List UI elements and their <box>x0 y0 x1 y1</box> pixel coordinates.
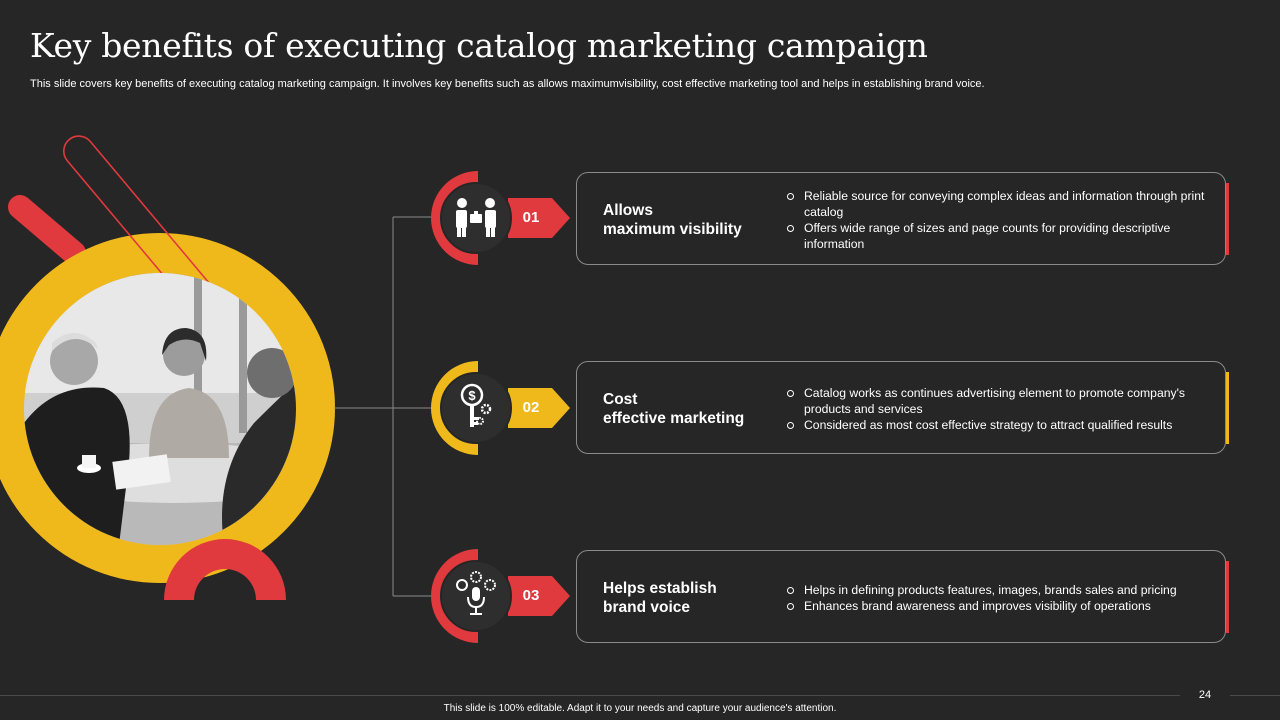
decorative-shapes <box>0 135 335 600</box>
footer-divider <box>0 695 1180 696</box>
benefit-title: Cost effective marketing <box>603 390 745 427</box>
benefit-marker-01 <box>431 171 570 265</box>
benefit-point: Helps in defining products features, ima… <box>787 582 1217 598</box>
benefit-point: Reliable source for conveying complex id… <box>787 188 1217 220</box>
business-handshake-icon <box>456 198 496 237</box>
business-meeting-photo <box>24 273 296 545</box>
card-accent-bar <box>1226 372 1229 444</box>
card-accent-bar <box>1226 561 1229 633</box>
dollar-key-gear-icon: $ <box>460 383 492 427</box>
benefit-title: Helps establish brand voice <box>603 579 717 616</box>
microphone-brand-icon <box>456 571 496 615</box>
slide-description: This slide covers key benefits of execut… <box>30 78 985 90</box>
svg-text:$: $ <box>468 388 476 403</box>
benefit-points: Helps in defining products features, ima… <box>787 551 1217 644</box>
benefit-points: Catalog works as continues advertising e… <box>787 362 1217 455</box>
benefit-marker-02: $ <box>431 361 570 455</box>
benefit-card-01: Allows maximum visibility Reliable sourc… <box>576 172 1229 266</box>
benefit-point: Catalog works as continues advertising e… <box>787 385 1217 417</box>
footer-divider <box>1230 695 1280 696</box>
page-title: Key benefits of executing catalog market… <box>30 26 928 65</box>
footer-note: This slide is 100% editable. Adapt it to… <box>443 703 837 714</box>
benefit-card-02: Cost effective marketing Catalog works a… <box>576 361 1229 455</box>
benefit-number-01: 01 <box>522 209 540 226</box>
benefit-point: Enhances brand awareness and improves vi… <box>787 598 1217 614</box>
card-accent-bar <box>1226 183 1229 255</box>
benefit-number-02: 02 <box>522 399 540 416</box>
red-bar-shape <box>8 195 86 265</box>
benefit-point: Offers wide range of sizes and page coun… <box>787 220 1217 252</box>
benefit-points: Reliable source for conveying complex id… <box>787 173 1217 266</box>
benefit-marker-03 <box>431 549 570 643</box>
benefit-card-03: Helps establish brand voice Helps in def… <box>576 550 1229 644</box>
benefit-title: Allows maximum visibility <box>603 201 742 238</box>
benefit-point: Considered as most cost effective strate… <box>787 417 1217 433</box>
yellow-ring <box>0 233 335 583</box>
benefit-number-03: 03 <box>522 587 540 604</box>
red-half-ring <box>164 539 286 600</box>
page-number: 24 <box>1198 689 1212 701</box>
